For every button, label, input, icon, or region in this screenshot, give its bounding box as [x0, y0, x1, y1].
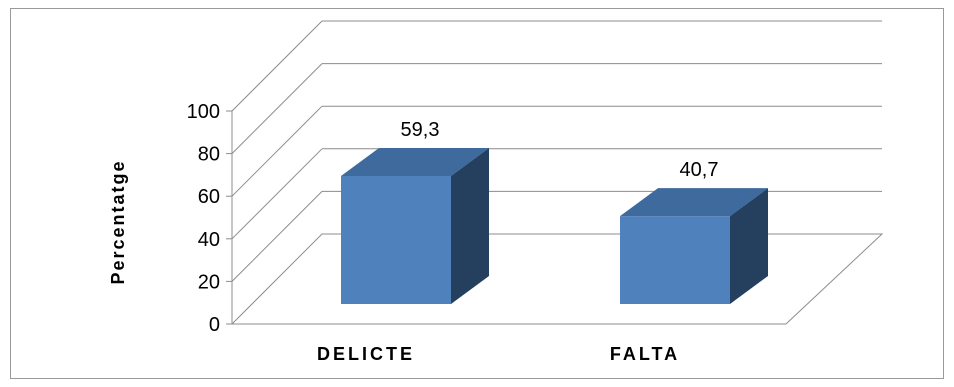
chart-walls	[230, 111, 884, 325]
y-tick-label: 20	[198, 271, 220, 293]
data-label: 40,7	[680, 159, 719, 181]
gridline-diagonal	[231, 63, 323, 154]
gridline-diagonal	[231, 191, 323, 282]
y-tick-label: 100	[187, 101, 220, 123]
gridline-diagonal	[231, 148, 323, 240]
y-axis-title: Percentatge	[108, 159, 128, 284]
bar-side-falta	[730, 188, 768, 304]
y-tick-label: 80	[198, 144, 220, 166]
bar-falta	[620, 216, 730, 304]
gridline-diagonal	[231, 20, 323, 112]
bar-delicte	[341, 176, 451, 304]
y-axis-ticks: 0 20 40 60 80 100	[187, 101, 232, 336]
x-category-label: DELICTE	[317, 344, 415, 364]
gridline-spacer	[232, 0, 322, 111]
y-tick-label: 60	[198, 186, 220, 208]
bar-side-delicte	[451, 148, 489, 304]
y-tick-label: 40	[198, 229, 220, 251]
y-tick-label: 0	[209, 314, 220, 336]
bar-top-falta	[620, 188, 768, 217]
chart-floor	[230, 233, 884, 325]
x-category-label: FALTA	[610, 344, 680, 364]
gridline-diagonal	[231, 105, 323, 197]
gridlines	[231, 0, 882, 282]
data-label: 59,3	[401, 119, 440, 141]
bars: 59,3 40,7	[341, 119, 768, 304]
x-axis-categories: DELICTE FALTA	[317, 344, 680, 364]
bar-top-delicte	[341, 148, 489, 176]
